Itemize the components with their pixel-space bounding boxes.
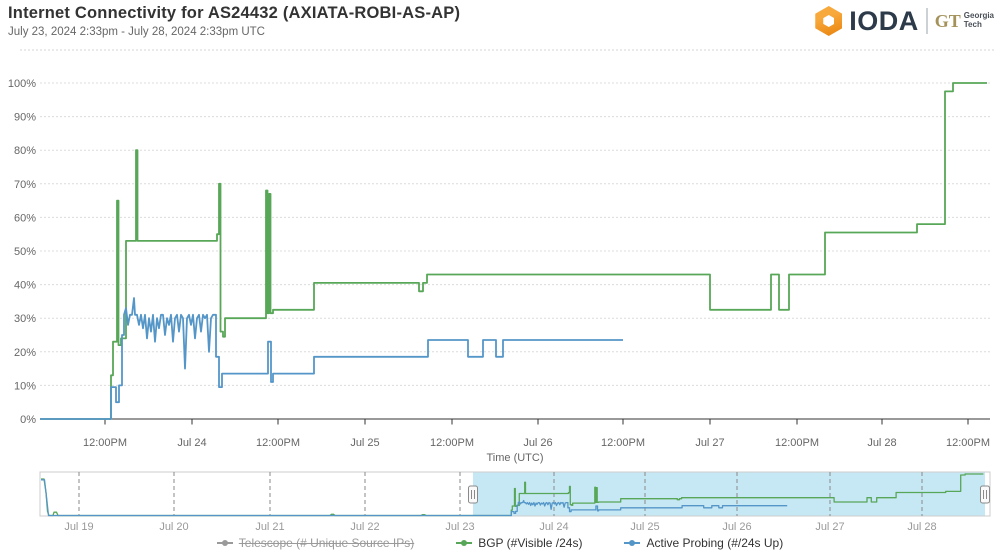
legend-item-active-probing[interactable]: Active Probing (#/24s Up) xyxy=(624,536,783,550)
gt-text-line1: Georgia xyxy=(963,11,994,21)
x-axis-tick-label: Jul 24 xyxy=(177,437,206,449)
x-axis-tick-label: 12:00PM xyxy=(430,437,474,449)
navigator-prefix-line-bgp xyxy=(41,478,473,517)
x-axis-tick-label: 12:00PM xyxy=(256,437,300,449)
y-axis-tick-label: 30% xyxy=(14,313,36,325)
navigator-right-handle[interactable] xyxy=(980,485,990,504)
legend-item-bgp[interactable]: BGP (#Visible /24s) xyxy=(456,536,582,550)
x-axis-title: Time (UTC) xyxy=(486,452,543,464)
x-axis-tick-label: Jul 28 xyxy=(867,437,896,449)
navigator-left-handle[interactable] xyxy=(468,485,478,504)
page-title: Internet Connectivity for AS24432 (AXIAT… xyxy=(8,4,461,22)
chart-header: Internet Connectivity for AS24432 (AXIAT… xyxy=(8,4,460,38)
y-axis-tick-label: 20% xyxy=(14,347,36,359)
y-axis-tick-label: 60% xyxy=(14,212,36,224)
legend-item-telescope[interactable]: Telescope (# Unique Source IPs) xyxy=(216,536,415,550)
y-axis-labels: 0% 10% 20% 30% 40% 50% 60% 70% 80% 90% 100% xyxy=(8,78,36,426)
x-axis-tick-label: Jul 25 xyxy=(350,437,379,449)
navigator-day-label: Jul 21 xyxy=(255,521,284,533)
chart-series-lines xyxy=(40,82,987,420)
navigator-day-label: Jul 25 xyxy=(630,521,659,533)
x-axis-tick-label: Jul 27 xyxy=(695,437,724,449)
navigator-day-label: Jul 20 xyxy=(159,521,188,533)
navigator: Jul 19 Jul 20 Jul 21 Jul 22 Jul 23 Jul 24 Jul … xyxy=(39,471,991,533)
y-axis-tick-label: 70% xyxy=(14,179,36,191)
y-axis-tick-label: 10% xyxy=(14,380,36,392)
legend-marker-bgp xyxy=(456,538,473,548)
x-axis-tick-label: 12:00PM xyxy=(83,437,127,449)
legend-label: Active Probing (#/24s Up) xyxy=(646,536,784,550)
navigator-day-label: Jul 28 xyxy=(907,521,936,533)
date-range-subtitle: July 23, 2024 2:33pm - July 28, 2024 2:3… xyxy=(8,26,265,38)
chart-legend: Telescope (# Unique Source IPs) BGP (#Vis… xyxy=(0,536,1000,550)
x-axis: 12:00PM Jul 24 12:00PM Jul 25 12:00PM Jul 26 1… xyxy=(40,418,990,464)
legend-marker-active-probing xyxy=(624,538,641,548)
ioda-wordmark: IODA xyxy=(849,5,919,36)
navigator-day-label: Jul 22 xyxy=(350,521,379,533)
x-axis-tick-label: 12:00PM xyxy=(946,437,990,449)
gt-text-line2: Tech xyxy=(963,20,982,29)
series-line-active-probing xyxy=(40,297,623,420)
navigator-day-label: Jul 23 xyxy=(445,521,474,533)
chart-plot-area[interactable] xyxy=(40,70,990,419)
navigator-day-label: Jul 27 xyxy=(815,521,844,533)
logo-block: IODA GT Georgia Tech xyxy=(815,6,994,36)
y-axis-tick-label: 0% xyxy=(20,414,36,426)
y-axis-tick-label: 50% xyxy=(14,246,36,258)
navigator-prefix-line-active-probing xyxy=(41,479,473,517)
x-axis-tick-label: 12:00PM xyxy=(775,437,819,449)
navigator-line-active-probing xyxy=(473,499,788,517)
navigator-day-label: Jul 19 xyxy=(64,521,93,533)
legend-label: BGP (#Visible /24s) xyxy=(478,536,583,550)
y-axis-tick-label: 80% xyxy=(14,145,36,157)
y-axis-tick-label: 40% xyxy=(14,280,36,292)
gt-monogram: GT xyxy=(934,11,961,31)
georgia-tech-logo: GT Georgia Tech xyxy=(934,11,994,31)
legend-label: Telescope (# Unique Source IPs) xyxy=(238,536,415,550)
y-axis-tick-label: 90% xyxy=(14,112,36,124)
ioda-hexagon-icon xyxy=(815,6,843,36)
x-axis-tick-label: Jul 26 xyxy=(523,437,552,449)
logo-divider xyxy=(925,8,928,34)
navigator-day-label: Jul 24 xyxy=(539,521,568,533)
y-axis-tick-label: 100% xyxy=(8,78,36,90)
x-axis-tick-label: 12:00PM xyxy=(601,437,645,449)
legend-marker-telescope xyxy=(216,538,233,548)
navigator-day-label: Jul 26 xyxy=(722,521,751,533)
